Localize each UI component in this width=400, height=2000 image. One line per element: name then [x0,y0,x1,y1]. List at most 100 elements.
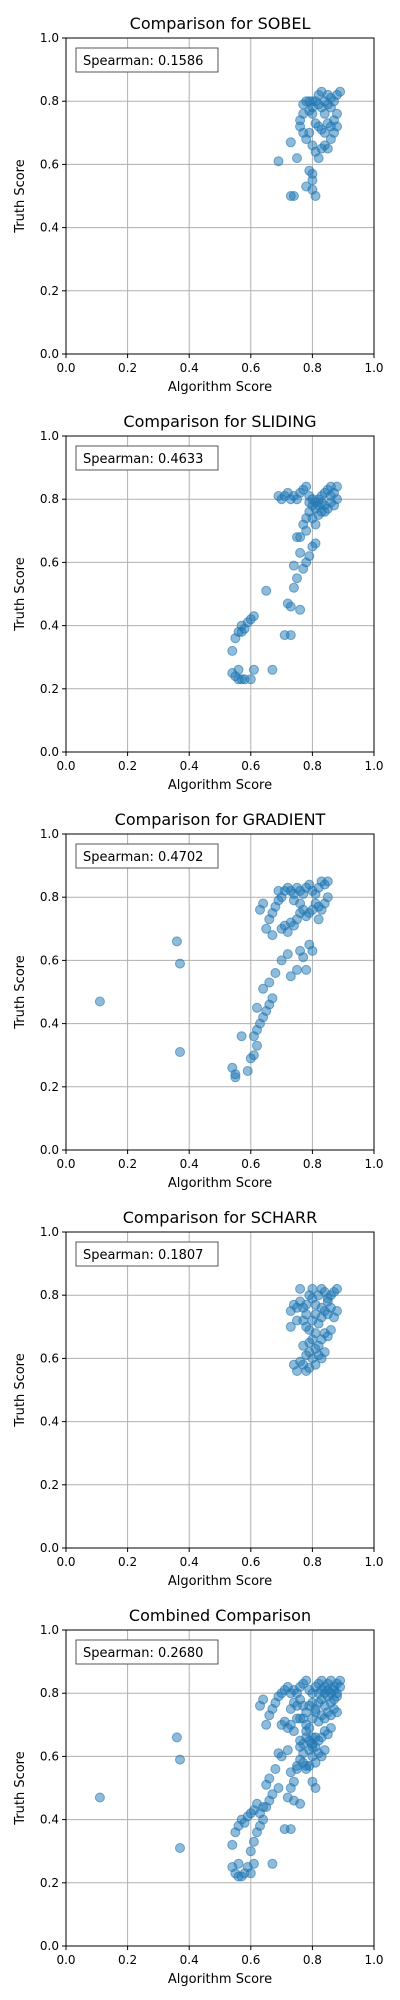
chart-4-point-45 [267,1858,278,1869]
chart-3-ytick-label-2: 0.4 [40,1415,59,1429]
chart-4-point-127 [282,1792,293,1803]
chart-4-xtick-label-1: 0.2 [118,1953,137,1967]
chart-0-point-48 [295,121,306,132]
chart-1-point-73 [310,503,321,514]
chart-1-axes-frame [65,435,375,753]
chart-1-point-46 [332,481,342,492]
chart-4-annotation-box [75,1639,219,1665]
chart-2-point-54 [258,898,269,909]
chart-0-point-51 [316,143,327,154]
chart-1-point-32 [295,547,306,558]
chart-1-point-16 [248,611,259,622]
chart-0-ytick-label-4: 0.8 [40,94,59,108]
chart-3-point-57 [298,1340,309,1351]
chart-1-xtick-label-3: 0.6 [241,759,260,773]
chart-1-point-31 [288,560,299,571]
chart-0-point-2 [288,191,299,201]
chart-0-point-54 [307,102,318,113]
chart-4-point-2 [175,1754,185,1765]
chart-2-point-20 [258,983,269,994]
chart-1-xlabel: Algorithm Score [168,778,272,793]
chart-2-ytick-label-1: 0.2 [40,1080,59,1094]
chart-2-axes-frame [65,833,375,1151]
chart-4-point-135 [258,1694,269,1705]
chart-1-ytick-label-3: 0.6 [40,555,59,569]
chart-4-point-130 [273,1748,284,1759]
chart-4-point-1 [171,1732,182,1743]
chart-0-point-0 [273,156,284,167]
chart-2-ytick-label-5: 1.0 [40,827,59,841]
chart-0-point-53 [298,99,309,110]
chart-4-point-145 [335,1681,346,1692]
chart-1-point-23 [295,604,306,615]
chart-4-ytick-label-1: 0.2 [40,1876,59,1890]
chart-1-point-9 [227,645,238,656]
chart-2-xtick-label-1: 0.2 [118,1157,137,1171]
chart-3-xtick-label-4: 0.8 [303,1555,322,1569]
chart-1-ylabel: Truth Score [13,557,28,632]
chart-2-point-21 [264,977,275,988]
chart-4-point-149 [288,1726,299,1737]
chart-0-xtick-label-3: 0.6 [241,361,260,375]
chart-0-xtick-label-2: 0.4 [180,361,199,375]
chart-4-xlabel: Algorithm Score [168,1972,272,1987]
chart-0-point-37 [313,153,324,164]
chart-4-point-0 [94,1792,105,1803]
chart-1-ytick-label-5: 1.0 [40,429,59,443]
chart-1-point-28 [304,551,315,562]
chart-4-point-27 [273,1783,284,1793]
chart-3-ytick-label-3: 0.6 [40,1351,59,1365]
chart-1-point-18 [261,585,272,596]
chart-4-point-3 [175,1843,185,1853]
chart-0-point-32 [325,93,336,103]
chart-4-point-47 [261,1719,272,1730]
chart-3: Comparison for SCHARR 0.0 0.2 0.4 0.6 0.8 1.0 0… [13,1208,384,1589]
chart-4-xtick-label-2: 0.4 [180,1953,199,1967]
chart-2-point-0 [94,996,105,1007]
chart-2-xtick-label-0: 0.0 [56,1157,75,1171]
chart-2-point-22 [270,968,281,978]
chart-2-point-7 [236,1031,247,1042]
chart-1-point-17 [236,626,247,637]
chart-2-xtick-label-2: 0.4 [180,1157,199,1171]
chart-2-point-6 [230,1069,241,1080]
chart-2-point-3 [175,1047,185,1057]
chart-4-point-46 [242,1862,253,1872]
chart-2-xtick-label-5: 1.0 [364,1157,383,1171]
chart-4-ylabel: Truth Score [13,1751,28,1826]
chart-4-point-147 [301,1726,312,1737]
chart-4-ytick-label-0: 0.0 [40,1939,59,1953]
chart-2-point-32 [261,923,272,934]
chart-2-ytick-label-2: 0.4 [40,1017,59,1031]
chart-0-ylabel: Truth Score [13,159,28,234]
chart-1-point-7 [233,664,244,675]
chart-4-point-11 [233,1858,244,1869]
chart-4-point-124 [310,1783,321,1793]
chart-3-xtick-label-2: 0.4 [180,1555,199,1569]
chart-1-point-71 [325,491,336,501]
chart-0-xtick-label-4: 0.8 [303,361,322,375]
chart-2-annotation-box [75,843,219,869]
chart-4-point-24 [264,1773,275,1784]
chart-4-title: Combined Comparison [129,1606,311,1625]
chart-3-point-3 [295,1283,306,1294]
chart-3-ylabel: Truth Score [13,1353,28,1428]
chart-4-point-26 [270,1764,281,1774]
chart-3-point-53 [316,1302,327,1313]
chart-1-point-22 [285,601,296,612]
chart-1-point-70 [316,497,327,508]
chart-1-point-56 [301,481,312,492]
chart-0-axes-frame [65,37,375,355]
chart-1-point-72 [319,506,330,517]
chart-3-point-55 [307,1283,318,1294]
chart-3-axes-frame [65,1231,375,1549]
chart-4-point-146 [307,1732,318,1743]
chart-0-point-27 [332,108,342,119]
chart-4-point-148 [295,1713,306,1724]
chart-1-point-5 [245,674,256,685]
chart-4: Combined Comparison 0.0 0.2 0.4 0.6 0.8 1.0 0.0… [13,1606,384,1987]
chart-4-ytick-label-4: 0.8 [40,1686,59,1700]
chart-1-ytick-label-4: 0.8 [40,492,59,506]
chart-2-ytick-label-4: 0.8 [40,890,59,904]
chart-0-xlabel: Algorithm Score [168,380,272,395]
